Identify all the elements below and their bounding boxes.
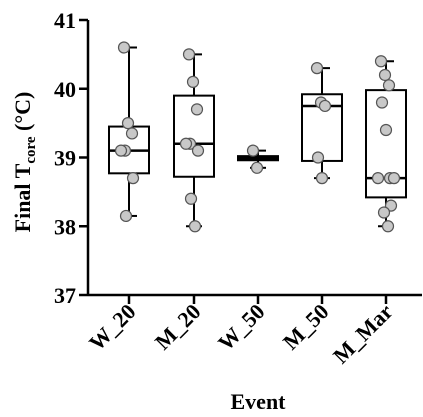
data-point [318,99,332,113]
y-axis-label-subscript: core [23,136,39,164]
data-point [125,127,139,140]
data-point [250,161,264,174]
data-point [371,172,385,185]
y-axis-label: Final Tcore (°C) [10,92,39,233]
data-point [179,137,193,150]
x-tick-label: M_Mar [328,299,398,369]
data-point [311,151,325,164]
data-point [382,79,396,92]
y-tick-label: 37 [54,283,76,308]
y-tick-label: 38 [54,214,76,239]
y-axis-label-main: Final T [10,163,35,232]
x-tick-label: W_50 [213,299,270,356]
data-point [184,192,198,205]
x-tick-label: W_20 [84,299,141,356]
y-axis-label-unit: (°C) [10,92,35,137]
data-point [378,68,392,82]
data-point [375,96,389,109]
data-point [119,209,133,223]
box-group-m_mar [365,55,407,233]
data-point [387,172,401,185]
data-point [374,55,388,68]
box-group-w_50 [237,144,279,174]
y-tick-label: 39 [54,146,76,171]
box-group-m_20 [173,48,215,233]
data-point [186,75,200,88]
data-point [246,144,260,157]
x-axis: W_20 M_20 W_50 M_50M_Mar [84,293,422,369]
data-point [379,123,393,137]
data-point [126,172,140,185]
box-group-w_20 [108,41,150,223]
x-axis-label: Event [231,389,287,414]
data-point [381,220,395,233]
data-point [114,144,128,157]
data-point [377,206,391,219]
y-tick-label: 40 [54,77,76,102]
data-point [191,144,205,157]
box-group-m_50 [301,62,343,185]
data-point [315,172,329,185]
y-axis: 37 38 39 40 41 [54,8,90,308]
data-point [182,48,196,61]
data-point [190,103,204,116]
x-tick-label: M_20 [150,299,206,355]
iqr-box [173,94,215,178]
chart-marks [108,41,407,233]
data-point [188,220,202,233]
data-point [310,62,324,75]
data-point [117,41,131,54]
y-tick-label: 41 [54,8,76,33]
x-tick-label: M_50 [278,299,334,355]
data-point [121,117,135,130]
